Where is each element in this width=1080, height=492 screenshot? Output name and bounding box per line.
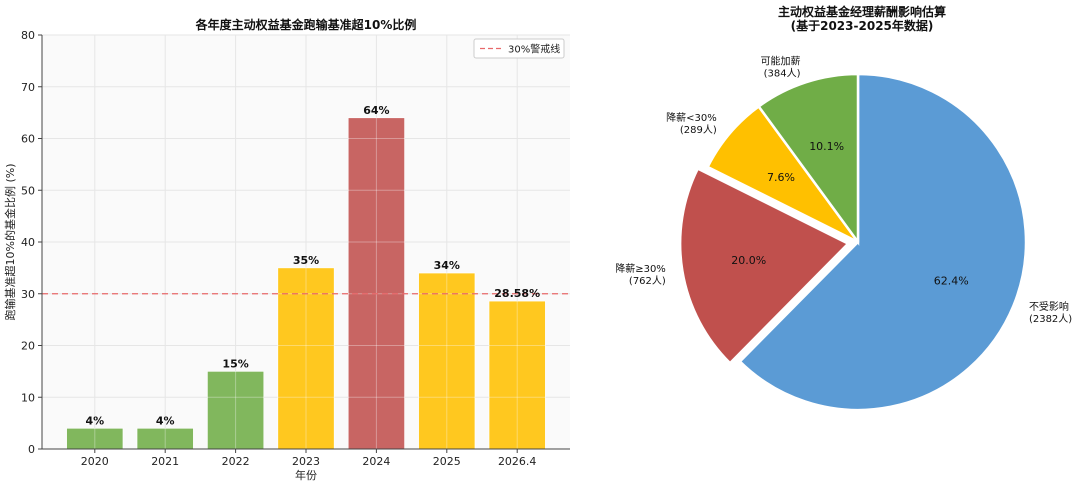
bar-data-label: 64% xyxy=(363,104,389,117)
bar-y-tick-label: 70 xyxy=(21,81,35,94)
bar-2026.4 xyxy=(488,300,546,450)
bar-data-label: 28.58% xyxy=(494,287,540,300)
pie-chart-title-line1: 主动权益基金经理薪酬影响估算 xyxy=(778,4,946,19)
pie-pct-label: 20.0% xyxy=(731,254,766,267)
bar-x-tick-label: 2025 xyxy=(433,455,461,468)
pie-count-label: (762人) xyxy=(629,275,666,287)
bar-y-axis-label: 跑输基准超10%的基金比例 (%) xyxy=(3,164,17,321)
pie-count-label: (384人) xyxy=(764,67,801,79)
pie-category-label: 可能加薪 xyxy=(761,54,801,67)
pie-pct-label: 7.6% xyxy=(767,171,795,184)
bar-x-tick-label: 2021 xyxy=(151,455,179,468)
bar-y-tick-label: 60 xyxy=(21,133,35,146)
bar-legend: 30%警戒线 xyxy=(473,38,565,59)
bar-data-label: 4% xyxy=(156,414,175,427)
pie-count-label: (289人) xyxy=(680,124,717,136)
bar-series xyxy=(66,117,546,450)
bar-y-tick-label: 0 xyxy=(28,443,35,456)
bar-x-axis-label: 年份 xyxy=(295,468,317,482)
bar-x-ticks: 2020 2021 2022 2023 2024 2025 2026.4 xyxy=(81,449,537,468)
bar-y-tick-label: 30 xyxy=(21,288,35,301)
bar-y-tick-label: 40 xyxy=(21,236,35,249)
pie-chart: 主动权益基金经理薪酬影响估算 (基于2023-2025年数据) 62.4% 20.… xyxy=(615,4,1072,412)
bar-x-tick-label: 2024 xyxy=(362,455,390,468)
bar-x-tick-label: 2022 xyxy=(222,455,250,468)
bar-y-tick-label: 50 xyxy=(21,184,35,197)
bar-x-tick-label: 2020 xyxy=(81,455,109,468)
bar-x-tick-label: 2026.4 xyxy=(498,455,537,468)
pie-count-label: (2382人) xyxy=(1029,313,1072,325)
pie-slice-1 xyxy=(678,166,851,365)
pie-category-labels: 不受影响(2382人) 降薪≥30%(762人) 降薪<30%(289人) 可能加薪(… xyxy=(615,54,1072,325)
bar-chart-title: 各年度主动权益基金跑输基准超10%比例 xyxy=(195,17,417,32)
bar-data-label: 34% xyxy=(434,259,460,272)
bar-2023 xyxy=(277,267,335,450)
bar-y-tick-label: 80 xyxy=(21,29,35,42)
legend-label: 30%警戒线 xyxy=(508,43,560,56)
bar-y-tick-label: 20 xyxy=(21,340,35,353)
pie-slice-0 xyxy=(738,72,1028,412)
pie-category-label: 降薪<30% xyxy=(666,111,717,124)
bar-data-label: 35% xyxy=(293,254,319,267)
pie-chart-title-line2: (基于2023-2025年数据) xyxy=(791,18,934,33)
pie-slices xyxy=(678,72,1028,412)
bar-2022 xyxy=(207,371,265,450)
pie-percentage-labels: 62.4% 20.0% 7.6% 10.1% xyxy=(731,140,969,287)
legend-box xyxy=(473,38,565,59)
pie-slice-3 xyxy=(756,72,860,246)
bar-data-label: 15% xyxy=(222,357,248,370)
pie-pct-label: 10.1% xyxy=(809,140,844,153)
bar-x-tick-label: 2023 xyxy=(292,455,320,468)
bar-y-ticks: 0 10 20 30 40 50 60 70 80 xyxy=(21,29,42,456)
bar-data-label: 4% xyxy=(85,414,104,427)
bar-2025 xyxy=(418,272,476,450)
pie-category-label: 降薪≥30% xyxy=(615,262,666,275)
bar-data-labels: 4% 4% 15% 35% 64% 34% 28.58% xyxy=(85,104,540,427)
bar-y-tick-label: 10 xyxy=(21,391,35,404)
pie-pct-label: 62.4% xyxy=(934,274,969,287)
pie-category-label: 不受影响 xyxy=(1029,300,1069,313)
